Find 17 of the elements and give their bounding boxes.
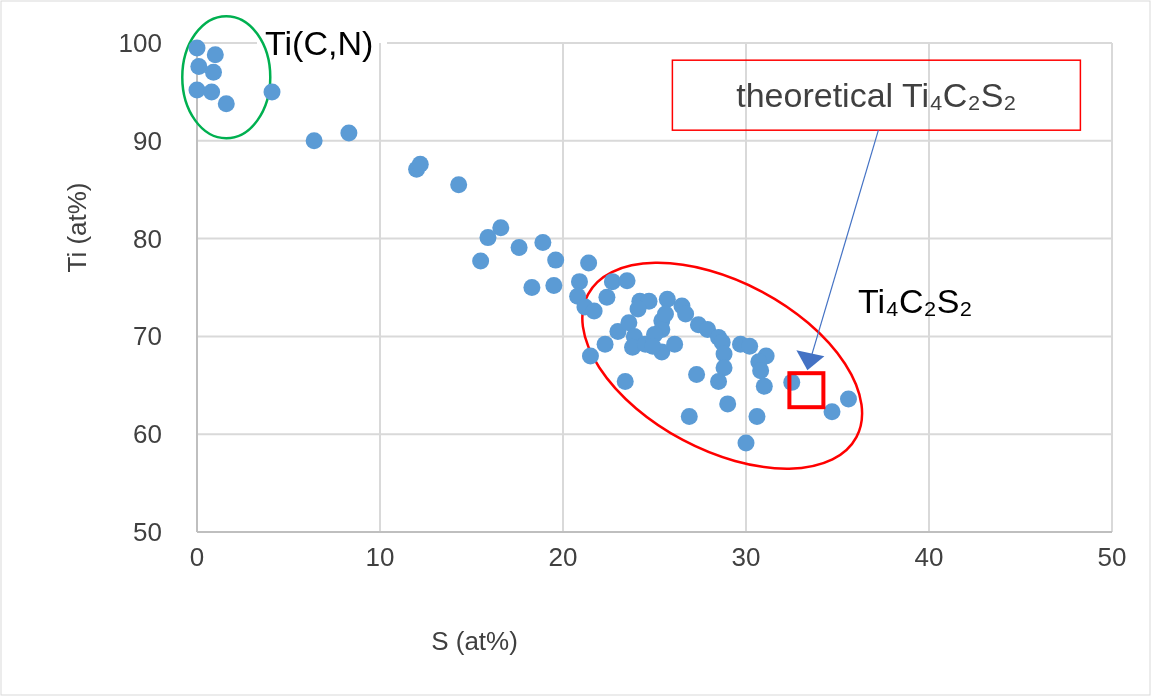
y-tick-label: 100 [118, 28, 162, 58]
x-axis-title: S (at%) [431, 626, 518, 656]
annotation: theoretical Ti₄C₂S₂ [736, 76, 1017, 115]
y-axis-title: Ti (at%) [62, 182, 92, 273]
x-tick-label: 40 [914, 542, 944, 572]
annotation: Ti(C,N) [265, 24, 374, 62]
annotation: Ti₄C₂S₂ [858, 282, 973, 320]
x-tick-label: 30 [731, 542, 761, 572]
x-tick-label: 50 [1097, 542, 1127, 572]
x-tick-label: 10 [365, 542, 395, 572]
y-tick-label: 80 [133, 223, 162, 254]
y-tick-label: 50 [133, 517, 162, 547]
y-tick-label: 70 [133, 321, 162, 352]
x-tick-label: 20 [548, 542, 578, 572]
y-tick-label: 90 [133, 125, 162, 156]
x-tick-label: 0 [189, 542, 205, 572]
y-tick-label: 60 [133, 419, 162, 450]
